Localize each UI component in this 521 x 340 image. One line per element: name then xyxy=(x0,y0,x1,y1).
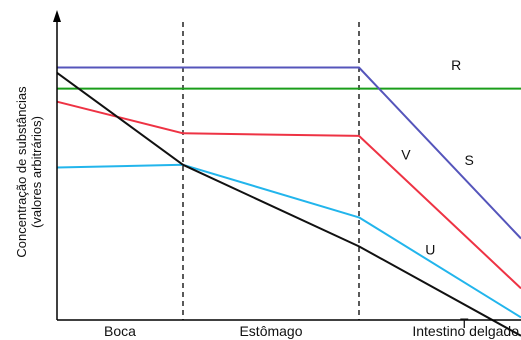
series-label-s: S xyxy=(464,152,473,168)
y-axis-arrow xyxy=(53,10,61,22)
region-label-1: Boca xyxy=(104,323,136,339)
series-line-t xyxy=(56,71,521,337)
region-label-3: Intestino delgado xyxy=(412,323,519,339)
series-line-s xyxy=(57,66,521,240)
axes xyxy=(53,10,521,321)
series-label-u: U xyxy=(425,241,435,257)
y-axis-label-line1: Concentração de substâncias xyxy=(14,86,29,258)
y-axis-label-line2: (valores arbitrários) xyxy=(29,116,44,228)
series-line-u xyxy=(56,163,521,319)
series-label-t: T xyxy=(460,315,469,331)
series-line-v xyxy=(56,100,521,290)
series-lines xyxy=(56,66,521,337)
region-label-2: Estômago xyxy=(239,323,302,339)
region-dividers xyxy=(182,22,360,320)
series-labels: R S V U T xyxy=(401,57,474,331)
series-label-r: R xyxy=(451,57,461,73)
region-labels: Boca Estômago Intestino delgado xyxy=(104,323,519,339)
series-label-v: V xyxy=(401,147,411,163)
